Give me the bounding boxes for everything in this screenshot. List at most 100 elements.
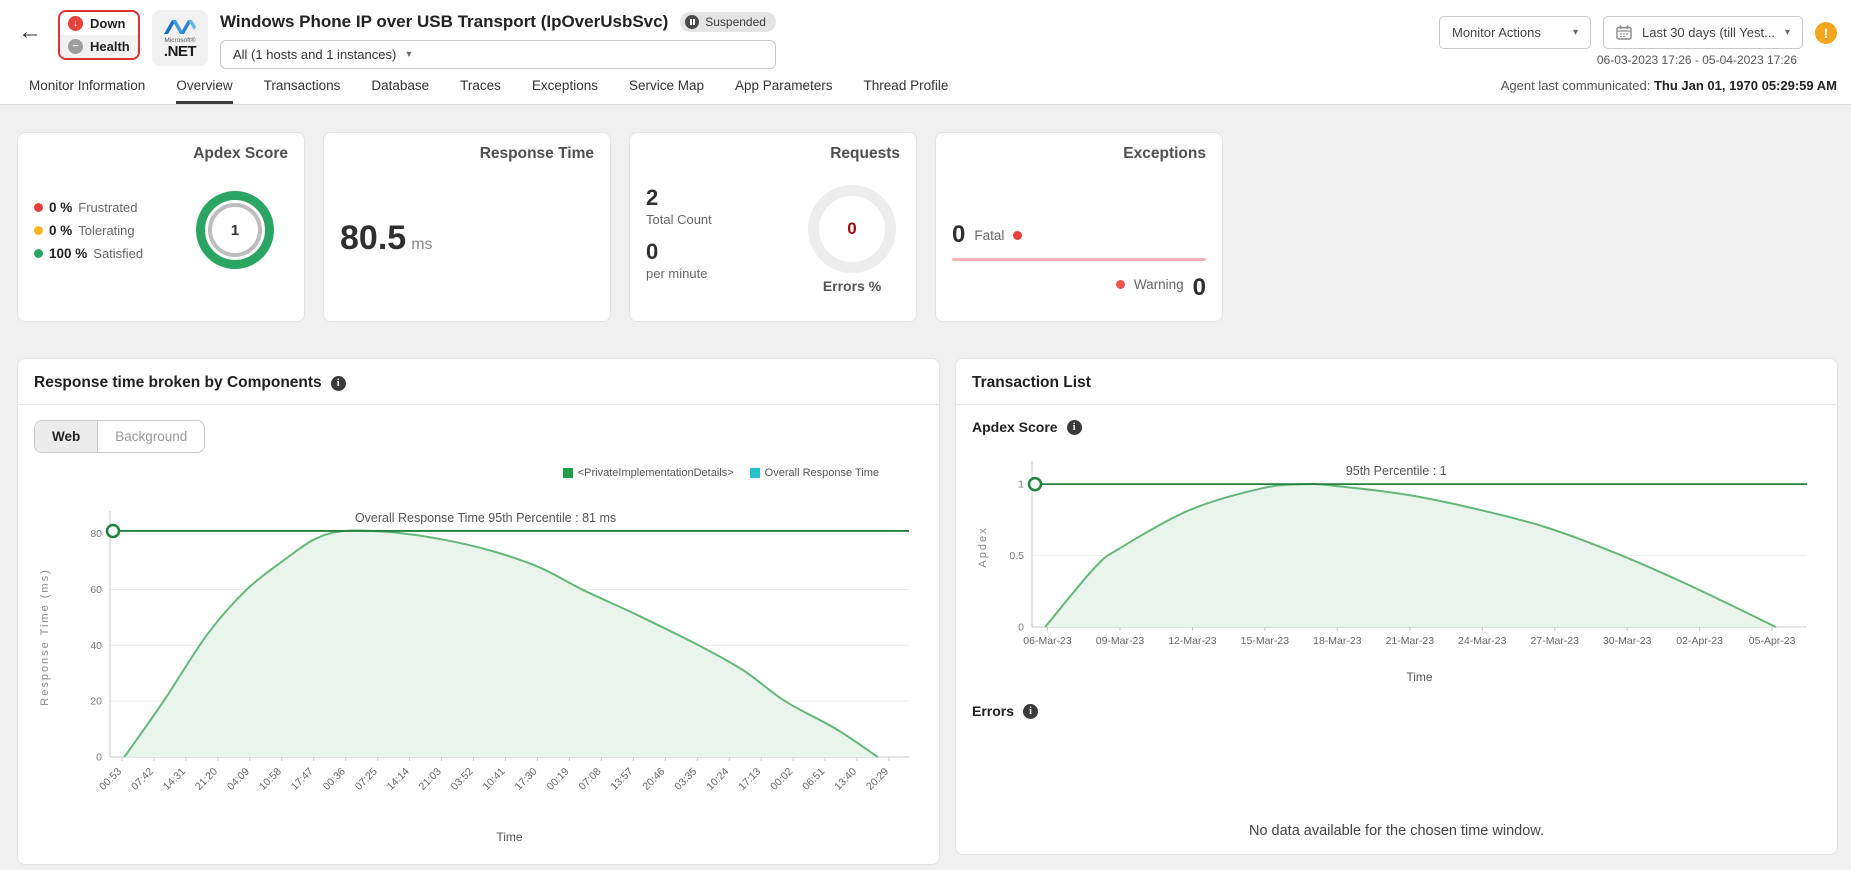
svg-text:20:29: 20:29 (864, 766, 891, 793)
date-range-dropdown[interactable]: Last 30 days (till Yest... ▾ (1603, 16, 1803, 49)
apdex-row-label: Frustrated (78, 199, 138, 215)
svg-text:12-Mar-23: 12-Mar-23 (1168, 635, 1217, 647)
page-title: Windows Phone IP over USB Transport (IpO… (220, 12, 669, 31)
chevron-down-icon: ▾ (1572, 27, 1578, 38)
agent-label: Agent last communicated: (1500, 78, 1651, 93)
card-title: Exceptions (1123, 145, 1206, 162)
svg-text:27-Mar-23: 27-Mar-23 (1531, 635, 1580, 647)
apdex-score-chart: 0 0.5 1 06-Mar-23 09-Mar-23 12-Mar-23 15-Mar-2… (977, 461, 1807, 684)
app-header: ← ↓ Down − Health Microsoft® .NET Wind (0, 0, 1851, 69)
apdex-score-value: 1 (208, 203, 262, 257)
tab-monitor-information[interactable]: Monitor Information (29, 78, 146, 93)
web-background-toggle: Web Background (34, 420, 206, 453)
status-down-row: ↓ Down (60, 12, 138, 35)
response-time-unit: ms (411, 236, 433, 253)
tab-exceptions[interactable]: Exceptions (531, 78, 598, 93)
info-icon[interactable]: i (1023, 703, 1039, 719)
svg-text:13:40: 13:40 (832, 766, 859, 793)
fatal-label: Fatal (974, 227, 1005, 243)
host-selector-dropdown[interactable]: All (1 hosts and 1 instances) ▾ (220, 40, 776, 69)
svg-text:95th Percentile : 1: 95th Percentile : 1 (1346, 464, 1447, 478)
apdex-row-label: Satisfied (93, 245, 144, 261)
chart-legend: <PrivateImplementationDetails> Overall Re… (18, 467, 879, 479)
tab-bar: Monitor Information Overview Transactions D… (0, 69, 1851, 105)
svg-text:40: 40 (90, 640, 102, 652)
calendar-icon (1616, 25, 1632, 40)
svg-text:07:25: 07:25 (353, 766, 380, 793)
tab-service-map[interactable]: Service Map (628, 78, 704, 93)
svg-text:10:24: 10:24 (704, 766, 731, 793)
svg-text:03:35: 03:35 (672, 766, 699, 793)
warning-icon[interactable]: ! (1815, 21, 1837, 44)
monitor-actions-dropdown[interactable]: Monitor Actions ▾ (1439, 16, 1591, 49)
svg-text:Overall Response Time 95th Per: Overall Response Time 95th Percentile : … (355, 511, 616, 525)
toggle-background[interactable]: Background (98, 421, 205, 452)
host-selector-value: All (1 hosts and 1 instances) (233, 47, 397, 62)
apdex-row-label: Tolerating (78, 222, 135, 238)
divider (18, 404, 939, 405)
svg-text:0.5: 0.5 (1009, 550, 1024, 562)
panel-title: Response time broken by Components (34, 374, 322, 391)
tolerating-dot (34, 225, 43, 235)
tab-thread-profile[interactable]: Thread Profile (863, 78, 949, 93)
toggle-web[interactable]: Web (35, 421, 99, 452)
logo-brand-text: Microsoft® (164, 36, 196, 44)
svg-text:14:31: 14:31 (161, 766, 188, 793)
suspended-badge: Suspended (680, 12, 776, 32)
errors-percent-label: Errors % (822, 278, 882, 294)
svg-text:18-Mar-23: 18-Mar-23 (1313, 635, 1362, 647)
svg-text:Response Time (ms): Response Time (ms) (39, 568, 51, 705)
svg-text:15-Mar-23: 15-Mar-23 (1241, 635, 1290, 647)
svg-text:20:46: 20:46 (640, 766, 667, 793)
svg-text:07:08: 07:08 (576, 766, 603, 793)
chevron-down-icon: ▾ (1784, 27, 1790, 38)
apdex-row-tolerating: 0 % Tolerating (34, 223, 143, 238)
response-time-value: 80.5 ms (340, 219, 594, 258)
tab-transactions[interactable]: Transactions (263, 78, 341, 93)
svg-text:Apdex: Apdex (977, 526, 989, 567)
svg-text:60: 60 (90, 584, 102, 596)
svg-text:00:19: 00:19 (544, 766, 571, 793)
info-icon[interactable]: i (330, 375, 346, 391)
svg-text:06-Mar-23: 06-Mar-23 (1023, 635, 1072, 647)
date-range-text: 06-03-2023 17:26 - 05-04-2023 17:26 (1596, 53, 1797, 67)
monitor-actions-label: Monitor Actions (1452, 25, 1541, 40)
warning-label: Warning (1133, 276, 1184, 292)
svg-text:00:53: 00:53 (97, 766, 124, 793)
tab-app-parameters[interactable]: App Parameters (735, 78, 833, 93)
svg-text:80: 80 (90, 528, 102, 540)
logo-product-text: .NET (163, 43, 197, 61)
dotnet-logo-graphic (164, 19, 196, 34)
svg-text:Time: Time (496, 830, 523, 844)
svg-text:03:52: 03:52 (449, 766, 476, 793)
tab-database[interactable]: Database (371, 78, 430, 93)
svg-text:10:58: 10:58 (257, 766, 284, 793)
response-time-card: Response Time 80.5 ms (323, 132, 611, 322)
legend-label: <PrivateImplementationDetails> (577, 467, 734, 479)
info-icon[interactable]: i (1066, 419, 1082, 435)
svg-text:17:30: 17:30 (513, 766, 540, 793)
monitor-status-badge[interactable]: ↓ Down − Health (58, 10, 140, 60)
svg-text:14:14: 14:14 (385, 766, 412, 793)
down-arrow-icon: ↓ (68, 16, 83, 31)
tab-overview[interactable]: Overview (176, 69, 233, 104)
svg-text:17:13: 17:13 (736, 766, 763, 793)
svg-text:Time: Time (1406, 670, 1433, 684)
svg-text:21:20: 21:20 (193, 766, 220, 793)
back-button[interactable]: ← (14, 10, 46, 54)
apdex-row-value: 0 % (49, 222, 73, 238)
legend-overall-response-time[interactable]: Overall Response Time (749, 467, 879, 479)
tab-traces[interactable]: Traces (460, 78, 501, 93)
svg-text:13:57: 13:57 (608, 766, 635, 793)
down-label: Down (90, 16, 126, 31)
svg-text:24-Mar-23: 24-Mar-23 (1458, 635, 1507, 647)
warning-count: 0 (1192, 274, 1206, 301)
summary-cards: Apdex Score 0 % Frustrated 0 % Tolerating 10… (17, 132, 1838, 322)
svg-text:02-Apr-23: 02-Apr-23 (1676, 635, 1723, 647)
svg-text:20: 20 (90, 696, 102, 708)
legend-privateimplementationdetails[interactable]: <PrivateImplementationDetails> (562, 467, 734, 479)
svg-text:07:42: 07:42 (129, 766, 156, 793)
response-time-number: 80.5 (340, 219, 407, 257)
requests-per-minute: 0 (646, 239, 659, 264)
apdex-chart-heading: Apdex Score (972, 419, 1058, 435)
